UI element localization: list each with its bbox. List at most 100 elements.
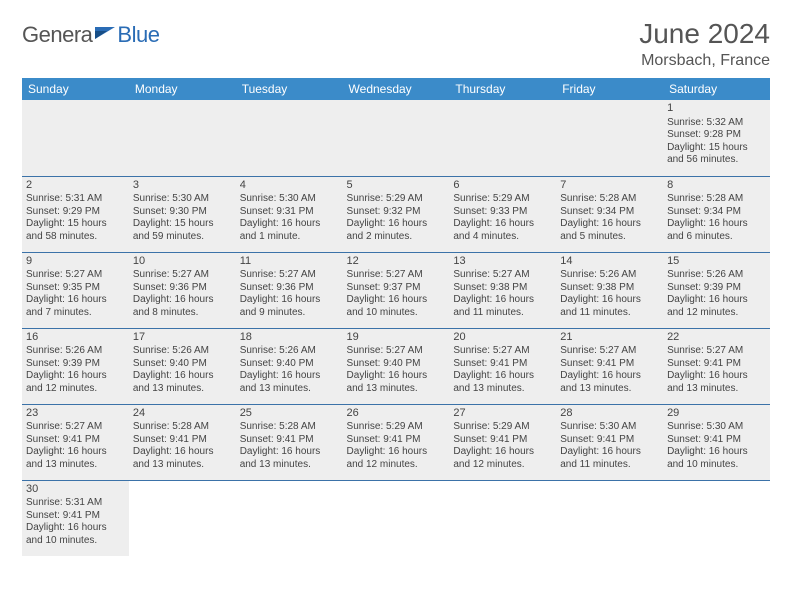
sunrise-line: Sunrise: 5:27 AM <box>560 345 659 358</box>
sunset-line: Sunset: 9:41 PM <box>347 434 446 447</box>
empty-cell <box>449 480 556 556</box>
sunset-line: Sunset: 9:29 PM <box>26 206 125 219</box>
sunset-line: Sunset: 9:30 PM <box>133 206 232 219</box>
sunset-line: Sunset: 9:32 PM <box>347 206 446 219</box>
empty-cell <box>343 100 450 176</box>
day-cell-26: 26Sunrise: 5:29 AMSunset: 9:41 PMDayligh… <box>343 404 450 480</box>
day-number: 23 <box>26 407 125 421</box>
sunset-line: Sunset: 9:28 PM <box>667 129 766 142</box>
day-number: 7 <box>560 179 659 193</box>
daylight-line: Daylight: 16 hours and 12 minutes. <box>26 370 125 395</box>
daylight-line: Daylight: 16 hours and 5 minutes. <box>560 218 659 243</box>
calendar-row: 30Sunrise: 5:31 AMSunset: 9:41 PMDayligh… <box>22 480 770 556</box>
daylight-line: Daylight: 16 hours and 13 minutes. <box>240 446 339 471</box>
daylight-line: Daylight: 15 hours and 59 minutes. <box>133 218 232 243</box>
daylight-line: Daylight: 16 hours and 12 minutes. <box>453 446 552 471</box>
sunrise-line: Sunrise: 5:30 AM <box>133 193 232 206</box>
weekday-header: Thursday <box>449 78 556 100</box>
empty-cell <box>236 100 343 176</box>
sunrise-line: Sunrise: 5:28 AM <box>667 193 766 206</box>
daylight-line: Daylight: 15 hours and 58 minutes. <box>26 218 125 243</box>
weekday-header: Wednesday <box>343 78 450 100</box>
day-number: 11 <box>240 255 339 269</box>
day-number: 13 <box>453 255 552 269</box>
weekday-header: Monday <box>129 78 236 100</box>
sunrise-line: Sunrise: 5:29 AM <box>453 193 552 206</box>
sunrise-line: Sunrise: 5:27 AM <box>453 345 552 358</box>
day-number: 12 <box>347 255 446 269</box>
sunset-line: Sunset: 9:41 PM <box>453 358 552 371</box>
day-cell-6: 6Sunrise: 5:29 AMSunset: 9:33 PMDaylight… <box>449 176 556 252</box>
daylight-line: Daylight: 16 hours and 13 minutes. <box>667 370 766 395</box>
sunset-line: Sunset: 9:41 PM <box>240 434 339 447</box>
day-cell-10: 10Sunrise: 5:27 AMSunset: 9:36 PMDayligh… <box>129 252 236 328</box>
day-cell-17: 17Sunrise: 5:26 AMSunset: 9:40 PMDayligh… <box>129 328 236 404</box>
day-number: 4 <box>240 179 339 193</box>
day-cell-7: 7Sunrise: 5:28 AMSunset: 9:34 PMDaylight… <box>556 176 663 252</box>
daylight-line: Daylight: 16 hours and 7 minutes. <box>26 294 125 319</box>
sunset-line: Sunset: 9:41 PM <box>26 434 125 447</box>
daylight-line: Daylight: 16 hours and 12 minutes. <box>667 294 766 319</box>
daylight-line: Daylight: 16 hours and 10 minutes. <box>667 446 766 471</box>
calendar-row: 9Sunrise: 5:27 AMSunset: 9:35 PMDaylight… <box>22 252 770 328</box>
day-cell-23: 23Sunrise: 5:27 AMSunset: 9:41 PMDayligh… <box>22 404 129 480</box>
location: Morsbach, France <box>639 52 770 70</box>
sunset-line: Sunset: 9:41 PM <box>560 358 659 371</box>
sunrise-line: Sunrise: 5:27 AM <box>26 421 125 434</box>
daylight-line: Daylight: 16 hours and 12 minutes. <box>347 446 446 471</box>
sunrise-line: Sunrise: 5:26 AM <box>560 269 659 282</box>
day-cell-20: 20Sunrise: 5:27 AMSunset: 9:41 PMDayligh… <box>449 328 556 404</box>
sunrise-line: Sunrise: 5:30 AM <box>240 193 339 206</box>
day-number: 21 <box>560 331 659 345</box>
day-cell-2: 2Sunrise: 5:31 AMSunset: 9:29 PMDaylight… <box>22 176 129 252</box>
sunrise-line: Sunrise: 5:27 AM <box>347 269 446 282</box>
calendar-row: 1Sunrise: 5:32 AMSunset: 9:28 PMDaylight… <box>22 100 770 176</box>
day-number: 19 <box>347 331 446 345</box>
sunset-line: Sunset: 9:41 PM <box>667 434 766 447</box>
day-cell-11: 11Sunrise: 5:27 AMSunset: 9:36 PMDayligh… <box>236 252 343 328</box>
sunrise-line: Sunrise: 5:29 AM <box>347 193 446 206</box>
sunset-line: Sunset: 9:31 PM <box>240 206 339 219</box>
day-number: 5 <box>347 179 446 193</box>
day-cell-3: 3Sunrise: 5:30 AMSunset: 9:30 PMDaylight… <box>129 176 236 252</box>
day-cell-21: 21Sunrise: 5:27 AMSunset: 9:41 PMDayligh… <box>556 328 663 404</box>
day-cell-25: 25Sunrise: 5:28 AMSunset: 9:41 PMDayligh… <box>236 404 343 480</box>
weekday-header: Saturday <box>663 78 770 100</box>
daylight-line: Daylight: 16 hours and 13 minutes. <box>26 446 125 471</box>
sunrise-line: Sunrise: 5:27 AM <box>347 345 446 358</box>
day-cell-9: 9Sunrise: 5:27 AMSunset: 9:35 PMDaylight… <box>22 252 129 328</box>
day-cell-13: 13Sunrise: 5:27 AMSunset: 9:38 PMDayligh… <box>449 252 556 328</box>
sunrise-line: Sunrise: 5:27 AM <box>453 269 552 282</box>
day-cell-14: 14Sunrise: 5:26 AMSunset: 9:38 PMDayligh… <box>556 252 663 328</box>
empty-cell <box>556 100 663 176</box>
day-number: 22 <box>667 331 766 345</box>
daylight-line: Daylight: 16 hours and 13 minutes. <box>560 370 659 395</box>
month-title: June 2024 <box>639 18 770 50</box>
logo-text-genera: Genera <box>22 22 92 48</box>
day-cell-12: 12Sunrise: 5:27 AMSunset: 9:37 PMDayligh… <box>343 252 450 328</box>
sunrise-line: Sunrise: 5:28 AM <box>133 421 232 434</box>
sunset-line: Sunset: 9:38 PM <box>560 282 659 295</box>
sunset-line: Sunset: 9:38 PM <box>453 282 552 295</box>
empty-cell <box>663 480 770 556</box>
logo-text-blue: Blue <box>117 22 159 48</box>
empty-cell <box>129 480 236 556</box>
logo: Genera Blue <box>22 18 159 48</box>
flag-icon <box>95 25 117 46</box>
header: Genera Blue June 2024 Morsbach, France <box>22 18 770 70</box>
day-cell-5: 5Sunrise: 5:29 AMSunset: 9:32 PMDaylight… <box>343 176 450 252</box>
sunset-line: Sunset: 9:35 PM <box>26 282 125 295</box>
day-number: 6 <box>453 179 552 193</box>
day-cell-18: 18Sunrise: 5:26 AMSunset: 9:40 PMDayligh… <box>236 328 343 404</box>
day-cell-15: 15Sunrise: 5:26 AMSunset: 9:39 PMDayligh… <box>663 252 770 328</box>
day-number: 24 <box>133 407 232 421</box>
day-cell-29: 29Sunrise: 5:30 AMSunset: 9:41 PMDayligh… <box>663 404 770 480</box>
day-number: 1 <box>667 102 766 116</box>
sunrise-line: Sunrise: 5:32 AM <box>667 117 766 130</box>
day-number: 3 <box>133 179 232 193</box>
day-cell-27: 27Sunrise: 5:29 AMSunset: 9:41 PMDayligh… <box>449 404 556 480</box>
sunrise-line: Sunrise: 5:27 AM <box>26 269 125 282</box>
sunrise-line: Sunrise: 5:28 AM <box>560 193 659 206</box>
empty-cell <box>449 100 556 176</box>
sunrise-line: Sunrise: 5:30 AM <box>667 421 766 434</box>
